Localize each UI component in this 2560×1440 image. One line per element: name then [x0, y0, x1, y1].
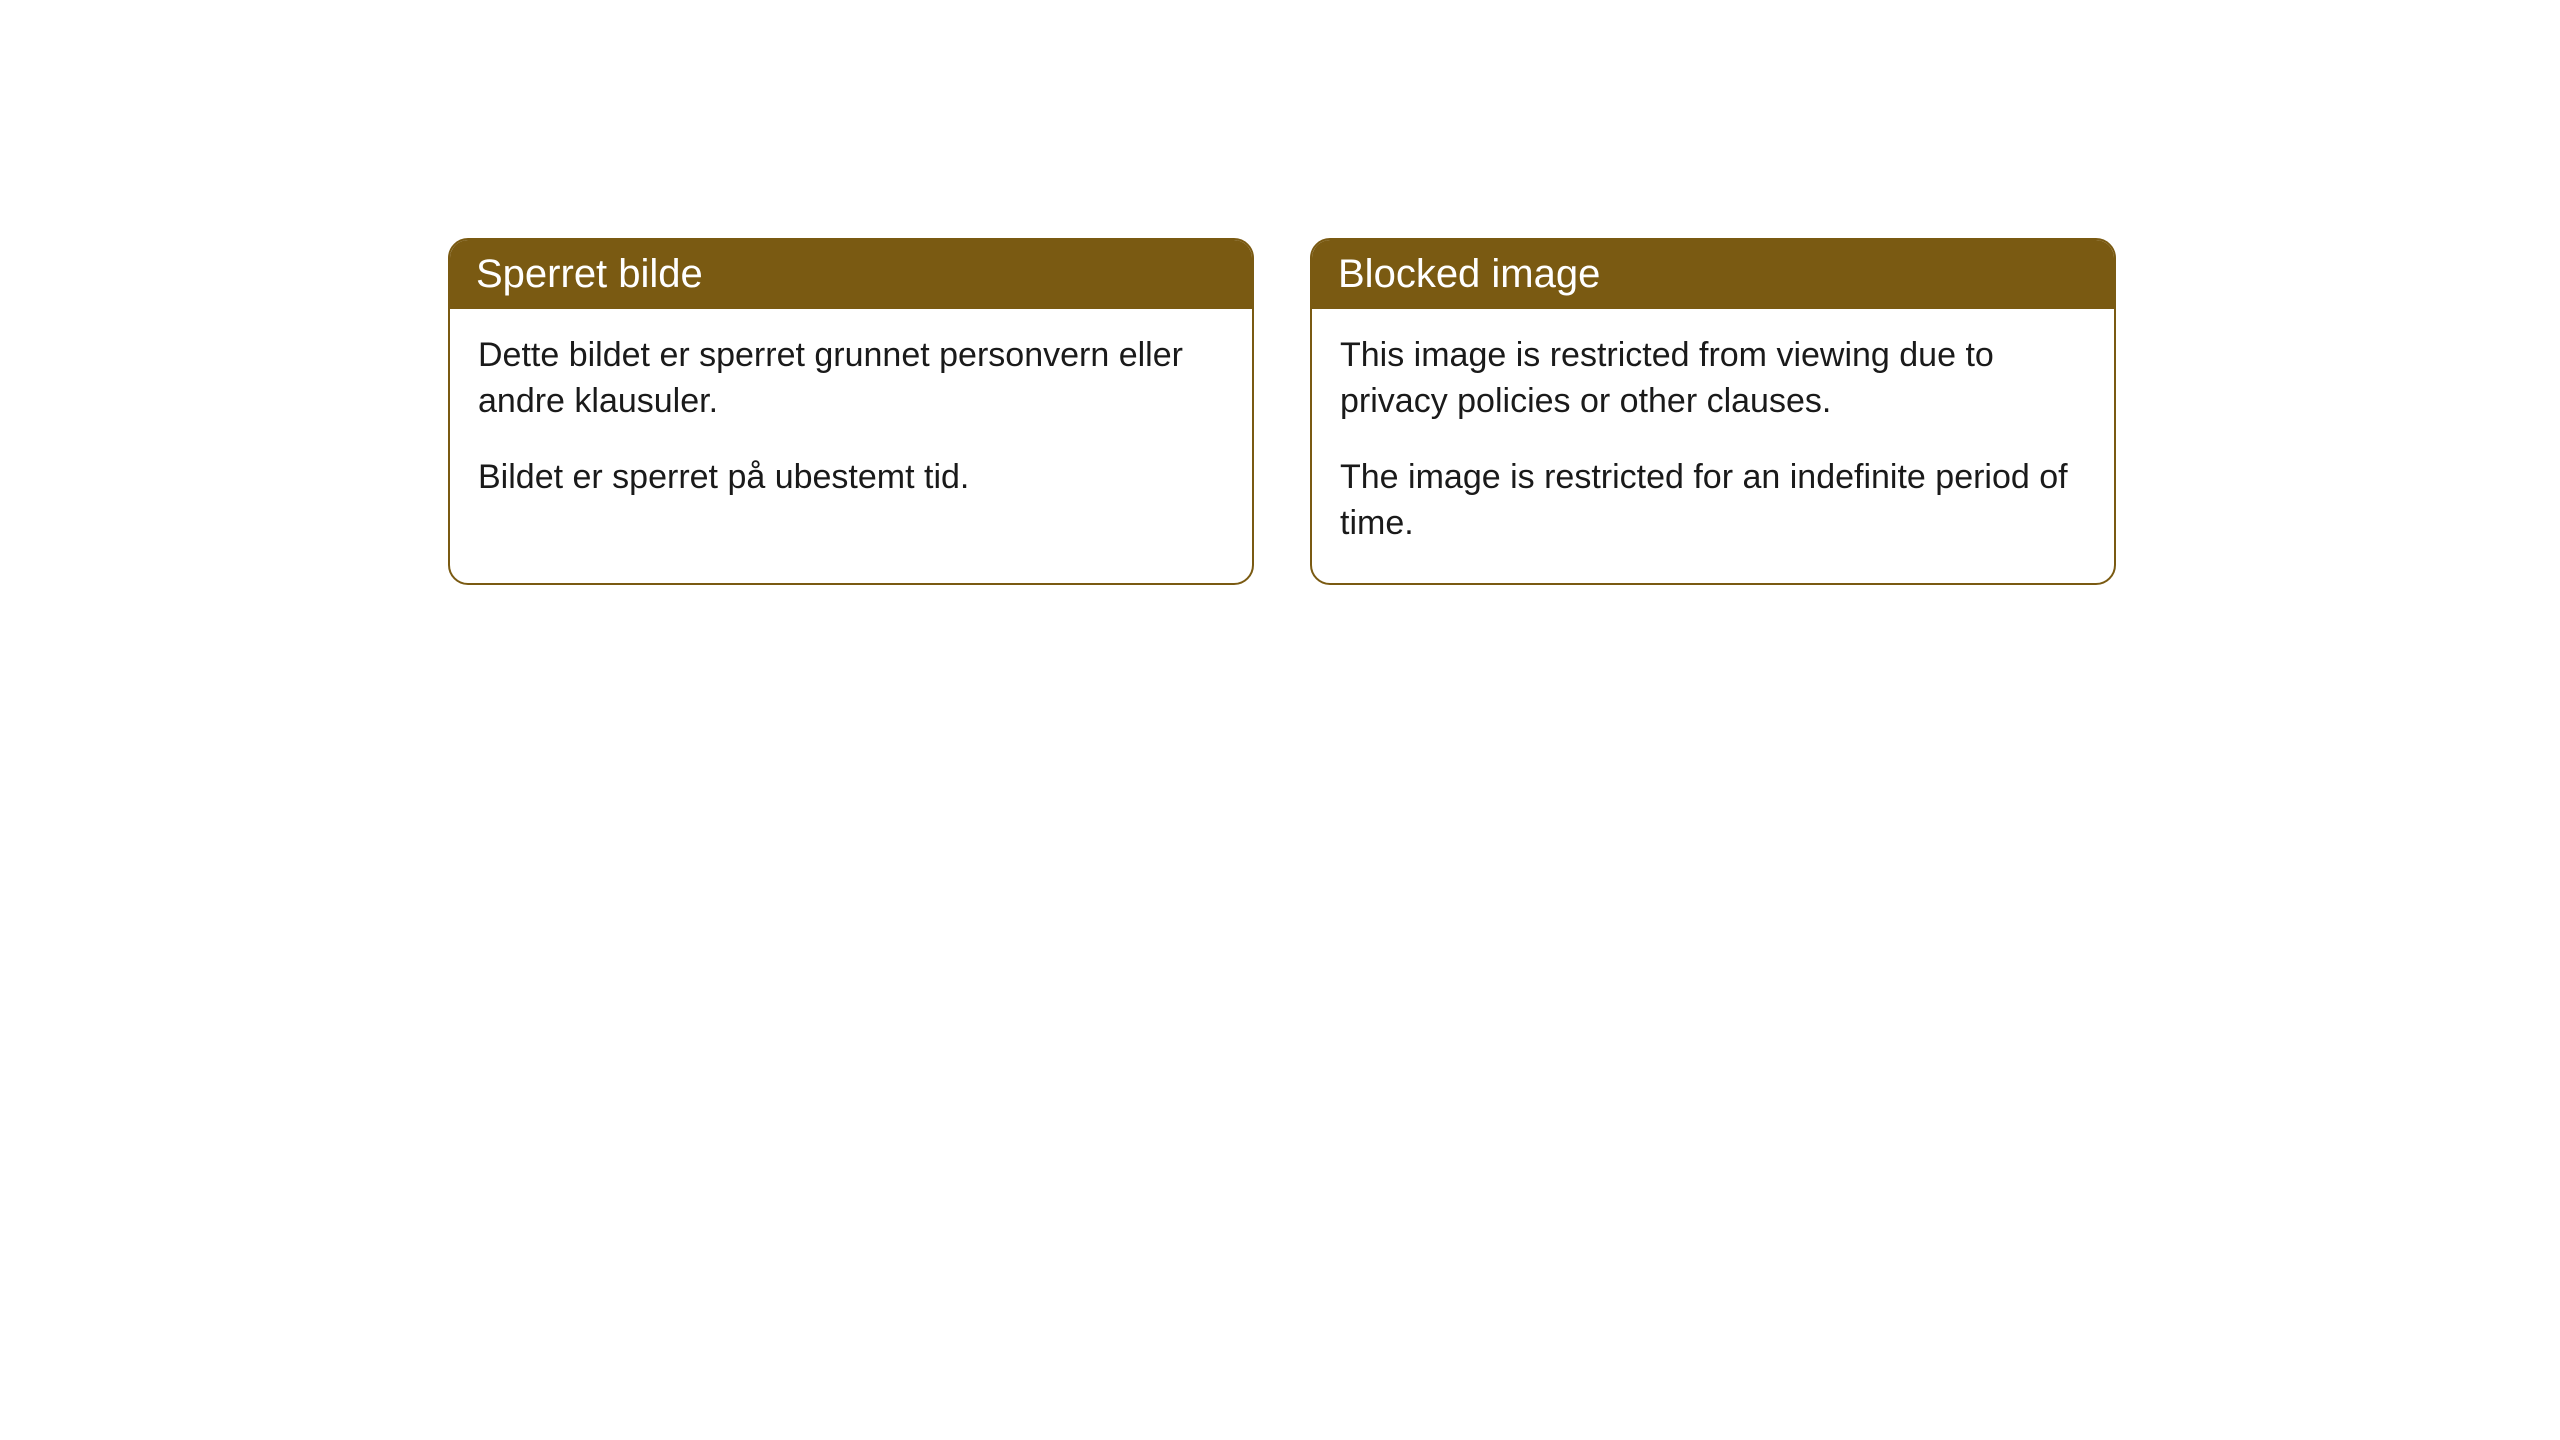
card-paragraph: Bildet er sperret på ubestemt tid.: [478, 455, 1224, 501]
card-header: Blocked image: [1312, 240, 2114, 309]
card-paragraph: The image is restricted for an indefinit…: [1340, 455, 2086, 547]
card-header: Sperret bilde: [450, 240, 1252, 309]
card-title: Blocked image: [1338, 252, 1600, 296]
card-paragraph: Dette bildet er sperret grunnet personve…: [478, 333, 1224, 425]
blocked-image-card-norwegian: Sperret bilde Dette bildet er sperret gr…: [448, 238, 1254, 585]
card-paragraph: This image is restricted from viewing du…: [1340, 333, 2086, 425]
card-body: Dette bildet er sperret grunnet personve…: [450, 309, 1252, 537]
card-body: This image is restricted from viewing du…: [1312, 309, 2114, 583]
notice-container: Sperret bilde Dette bildet er sperret gr…: [0, 0, 2560, 585]
blocked-image-card-english: Blocked image This image is restricted f…: [1310, 238, 2116, 585]
card-title: Sperret bilde: [476, 252, 703, 296]
